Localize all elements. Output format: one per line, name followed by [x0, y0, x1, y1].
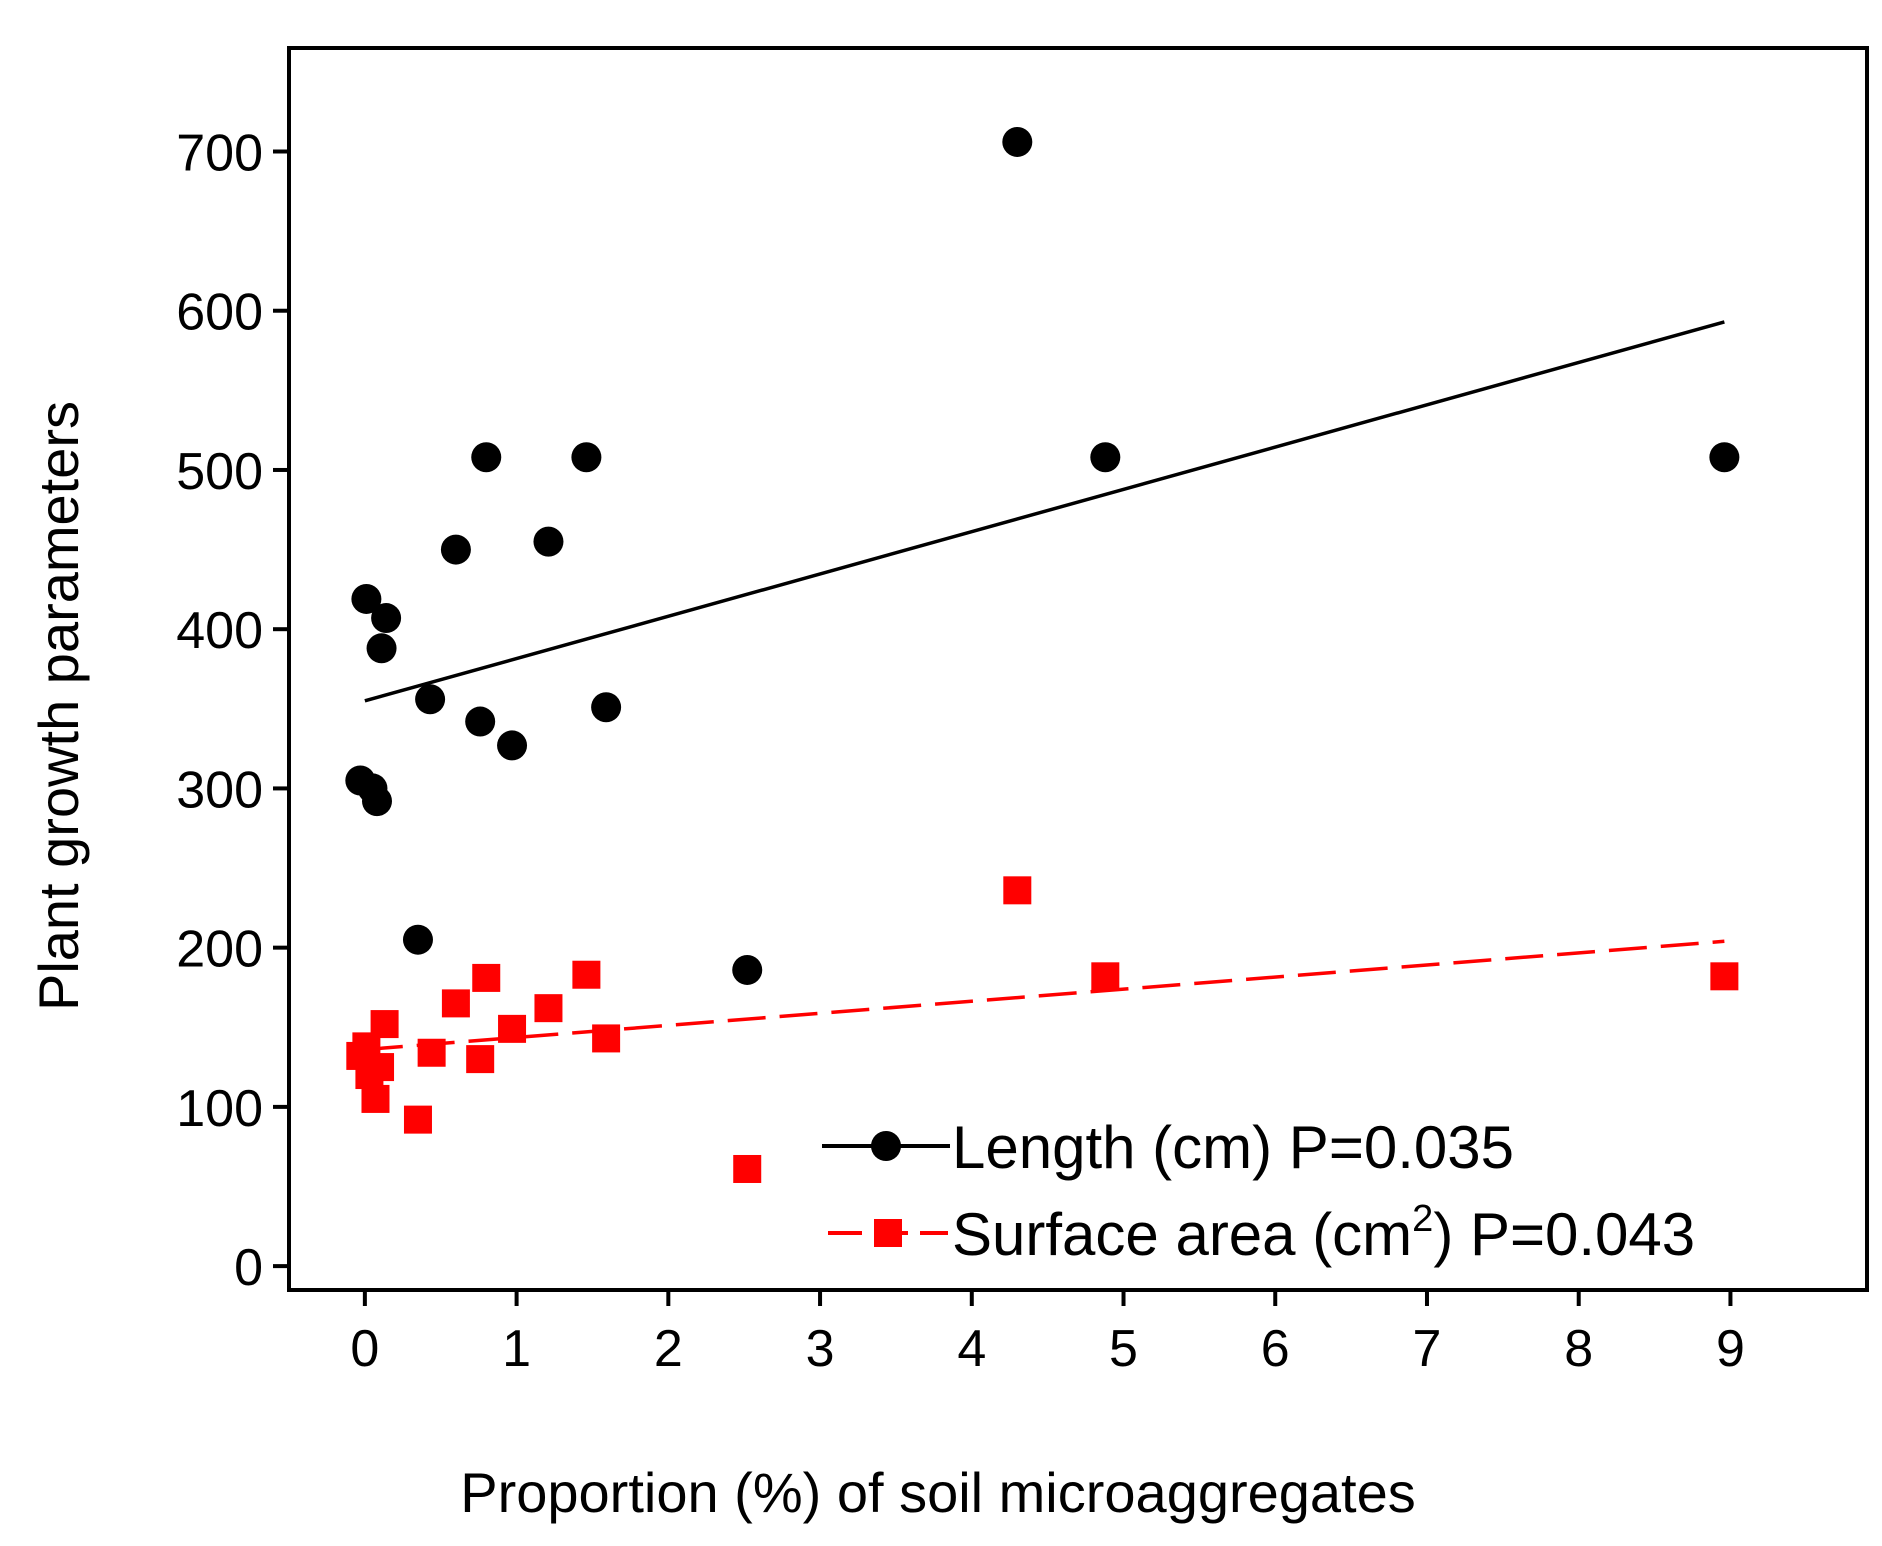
- legend-surface-label-suffix: ) P=0.043: [1433, 1201, 1695, 1268]
- x-tick-label: 2: [654, 1320, 683, 1378]
- length-point: [440, 534, 471, 565]
- trendlines: [364, 320, 1725, 1052]
- x-tick-label: 8: [1564, 1320, 1593, 1378]
- length-point: [571, 442, 602, 473]
- surface-area-point: [441, 989, 470, 1018]
- legend-surface-marker: [874, 1219, 902, 1247]
- surface-area-point: [572, 960, 601, 989]
- length-point: [362, 786, 393, 817]
- length-point: [497, 730, 528, 761]
- length-point: [1090, 442, 1121, 473]
- surface-area-point: [1003, 876, 1032, 905]
- length-trendline: [364, 320, 1725, 703]
- surface-area-trendline: [364, 939, 1725, 1052]
- x-tick-label: 6: [1261, 1320, 1290, 1378]
- y-tick-label: 700: [176, 125, 263, 183]
- surface-area-point: [1091, 962, 1120, 991]
- surface-area-point: [534, 994, 563, 1023]
- data-points: [345, 126, 1740, 1183]
- length-point: [351, 583, 382, 614]
- surface-area-point: [592, 1024, 621, 1053]
- x-tick-label: 7: [1413, 1320, 1442, 1378]
- surface-area-point: [366, 1053, 395, 1082]
- legend-surface-label-superscript: 2: [1412, 1198, 1433, 1240]
- x-tick-label: 9: [1716, 1320, 1745, 1378]
- length-point: [402, 924, 433, 955]
- x-tick-label: 4: [957, 1320, 986, 1378]
- length-point: [732, 954, 763, 985]
- legend-length-label: Length (cm) P=0.035: [952, 1114, 1514, 1181]
- x-axis-title: Proportion (%) of soil microaggregates: [460, 1461, 1416, 1524]
- y-tick-label: 300: [176, 761, 263, 819]
- x-tick-label: 0: [350, 1320, 379, 1378]
- surface-area-point: [472, 963, 501, 992]
- x-axis: 0 1 2 3 4 5 6 7 8 9: [350, 1290, 1745, 1378]
- legend-surface-label-main: Surface area (cm: [952, 1201, 1412, 1268]
- surface-area-point: [1710, 962, 1739, 991]
- y-tick-label: 400: [176, 602, 263, 660]
- y-axis-title: Plant growth parameters: [27, 401, 90, 1011]
- y-tick-label: 0: [234, 1239, 263, 1297]
- y-tick-label: 100: [176, 1080, 263, 1138]
- legend-surface-label: Surface area (cm2) P=0.043: [952, 1198, 1695, 1268]
- length-point: [1709, 442, 1740, 473]
- legend-length-marker: [871, 1131, 901, 1161]
- surface-area-point: [361, 1084, 390, 1113]
- length-point: [1002, 126, 1033, 157]
- surface-area-point: [733, 1154, 762, 1183]
- length-point: [465, 706, 496, 737]
- surface-area-point: [466, 1045, 495, 1074]
- y-axis: 0 100 200 300 400 500 600 700: [176, 125, 289, 1297]
- y-tick-label: 200: [176, 921, 263, 979]
- y-tick-label: 600: [176, 284, 263, 342]
- surface-area-point: [417, 1038, 446, 1067]
- x-tick-label: 1: [502, 1320, 531, 1378]
- surface-area-point: [498, 1014, 527, 1043]
- length-point: [366, 633, 397, 664]
- x-tick-label: 3: [806, 1320, 835, 1378]
- plot-frame: [287, 46, 1869, 1292]
- y-tick-label: 500: [176, 443, 263, 501]
- surface-area-point: [370, 1010, 399, 1039]
- length-point: [533, 526, 564, 557]
- length-point: [371, 603, 402, 634]
- length-point: [471, 442, 502, 473]
- surface-area-point: [403, 1105, 432, 1134]
- length-point: [415, 684, 446, 715]
- x-tick-label: 5: [1109, 1320, 1138, 1378]
- legend: Length (cm) P=0.035 Surface area (cm2) P…: [822, 1114, 1695, 1268]
- length-point: [591, 692, 622, 723]
